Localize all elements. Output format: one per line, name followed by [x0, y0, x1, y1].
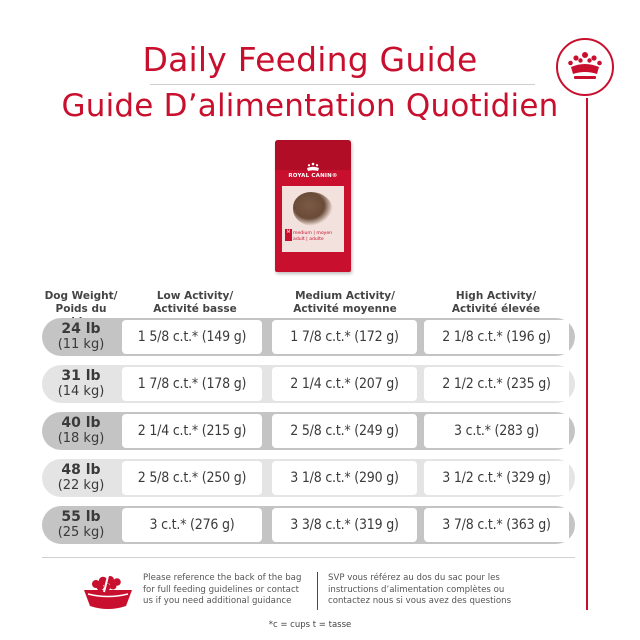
medium-activity-cell: 3 3/8 c.t.* (319 g) — [272, 508, 417, 542]
low-activity-cell: 1 7/8 c.t.* (178 g) — [122, 367, 262, 401]
brand-badge — [556, 38, 614, 96]
bag-dog-image — [293, 192, 333, 226]
crown-icon — [568, 52, 602, 79]
low-activity-cell: 2 1/4 c.t.* (215 g) — [122, 414, 262, 448]
brand-vertical-rule — [586, 98, 588, 610]
dog-weight-cell: 40 lb (18 kg) — [42, 412, 120, 450]
weight-kg: (11 kg) — [57, 337, 105, 352]
table-row: 31 lb (14 kg) 1 7/8 c.t.* (178 g) 2 1/4 … — [42, 365, 575, 403]
bag-crown-icon — [307, 162, 319, 171]
table-bottom-divider — [42, 557, 575, 558]
header-medium-activity-en: Medium Activity/ — [295, 290, 395, 302]
page-title-english: Daily Feeding Guide — [142, 40, 478, 79]
header-dog-weight-en: Dog Weight/ — [44, 290, 118, 302]
product-bag-image: ROYAL CANIN® M medium | moyen adult | ad… — [275, 140, 351, 272]
high-activity-cell: 2 1/2 c.t.* (235 g) — [424, 367, 569, 401]
dog-weight-cell: 48 lb (22 kg) — [42, 459, 120, 497]
weight-kg: (18 kg) — [57, 431, 105, 446]
header-medium-activity-fr: Activité moyenne — [293, 303, 397, 315]
table-row: 48 lb (22 kg) 2 5/8 c.t.* (250 g) 3 1/8 … — [42, 459, 575, 497]
bag-size-code: M — [285, 229, 292, 241]
page-title-french: Guide D’alimentation Quotidien — [61, 88, 559, 124]
weight-kg: (22 kg) — [57, 478, 105, 493]
weight-lb: 55 lb — [61, 509, 101, 525]
bag-size-label: medium | moyen — [293, 231, 333, 236]
medium-activity-cell: 2 1/4 c.t.* (207 g) — [272, 367, 417, 401]
header-low-activity-en: Low Activity/ — [156, 290, 234, 302]
header-low-activity-fr: Activité basse — [153, 303, 237, 315]
table-row: 40 lb (18 kg) 2 1/4 c.t.* (215 g) 2 5/8 … — [42, 412, 575, 450]
low-activity-cell: 2 5/8 c.t.* (250 g) — [122, 461, 262, 495]
note-divider — [317, 572, 318, 610]
bag-age-label: adult | adulte — [293, 236, 324, 242]
high-activity-cell: 2 1/8 c.t.* (196 g) — [424, 320, 569, 354]
header-low-activity: Low Activity/ Activité basse — [125, 290, 265, 316]
high-activity-cell: 3 7/8 c.t.* (363 g) — [424, 508, 569, 542]
high-activity-cell: 3 1/2 c.t.* (329 g) — [424, 461, 569, 495]
header-high-activity-fr: Activité élevée — [451, 303, 541, 315]
weight-lb: 24 lb — [61, 321, 101, 337]
food-bowl-icon — [84, 575, 132, 609]
dog-weight-cell: 31 lb (14 kg) — [42, 365, 120, 403]
weight-kg: (14 kg) — [57, 384, 105, 399]
weight-lb: 31 lb — [61, 368, 101, 384]
units-footnote: *c = cups t = tasse — [268, 620, 352, 630]
title-divider — [150, 84, 535, 85]
header-high-activity: High Activity/ Activité élevée — [422, 290, 570, 316]
dog-weight-cell: 24 lb (11 kg) — [42, 318, 120, 356]
table-row: 24 lb (11 kg) 1 5/8 c.t.* (149 g) 1 7/8 … — [42, 318, 575, 356]
dog-weight-cell: 55 lb (25 kg) — [42, 506, 120, 544]
guidance-note-french: SVP vous référez au dos du sac pour les … — [328, 573, 512, 606]
header-medium-activity: Medium Activity/ Activité moyenne — [272, 290, 418, 316]
weight-kg: (25 kg) — [57, 525, 105, 540]
bag-brand-logo: ROYAL CANIN® — [288, 173, 338, 179]
medium-activity-cell: 2 5/8 c.t.* (249 g) — [272, 414, 417, 448]
header-high-activity-en: High Activity/ — [455, 290, 537, 302]
low-activity-cell: 3 c.t.* (276 g) — [122, 508, 262, 542]
medium-activity-cell: 1 7/8 c.t.* (172 g) — [272, 320, 417, 354]
guidance-note-english: Please reference the back of the bag for… — [143, 573, 302, 606]
medium-activity-cell: 3 1/8 c.t.* (290 g) — [272, 461, 417, 495]
low-activity-cell: 1 5/8 c.t.* (149 g) — [122, 320, 262, 354]
high-activity-cell: 3 c.t.* (283 g) — [424, 414, 569, 448]
bag-label: medium | moyen adult | adulte — [293, 231, 339, 242]
table-row: 55 lb (25 kg) 3 c.t.* (276 g) 3 3/8 c.t.… — [42, 506, 575, 544]
weight-lb: 40 lb — [61, 415, 101, 431]
weight-lb: 48 lb — [61, 462, 101, 478]
